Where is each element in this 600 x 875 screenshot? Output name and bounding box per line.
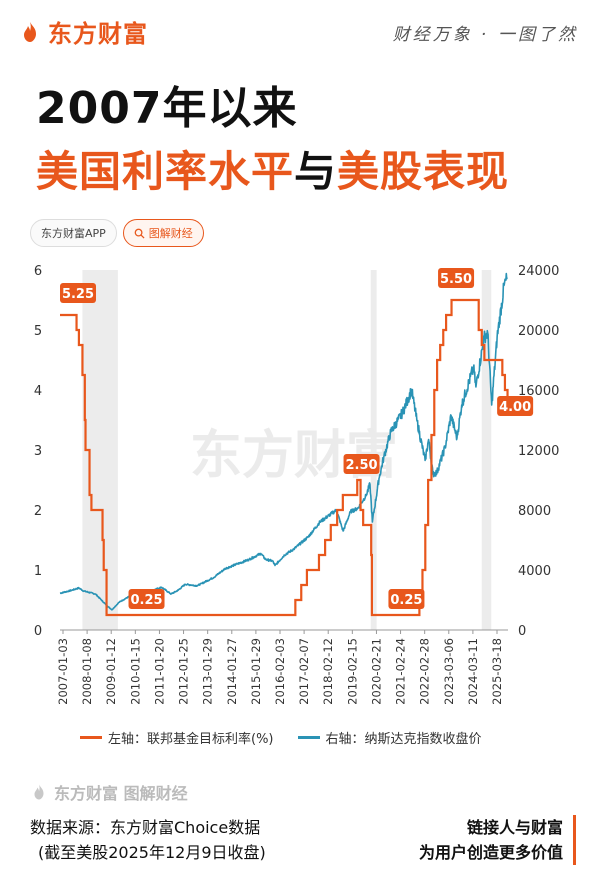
y-right-tick: 24000	[518, 264, 559, 279]
brand-logo: 东方财富	[18, 14, 148, 49]
y-right-tick: 20000	[518, 324, 559, 339]
title-line1: 2007年以来	[36, 83, 298, 134]
x-tick-label: 2025-03-18	[490, 638, 504, 705]
x-tick-label: 2009-01-12	[104, 638, 118, 705]
title-part1: 美国利率水平	[36, 147, 295, 196]
flame-icon	[34, 784, 44, 800]
x-tick-label: 2016-02-03	[273, 638, 287, 705]
x-tick-label: 2019-02-15	[345, 638, 359, 705]
x-tick-label: 2022-02-28	[418, 638, 432, 705]
y-left-tick: 2	[34, 504, 42, 519]
annotation-box	[343, 454, 380, 474]
rate-line	[60, 298, 509, 617]
x-tick-label: 2012-01-25	[177, 638, 191, 705]
y-left-tick: 4	[34, 384, 42, 399]
annotation-box	[60, 283, 96, 303]
source-line1: 数据来源：东方财富Choice数据	[30, 818, 261, 837]
annotation-label: 0.25	[390, 593, 422, 608]
tagline-line1: 链接人与财富	[466, 818, 563, 837]
slogan: 财经万象 · 一图了然	[392, 25, 578, 45]
search-chip[interactable]: 图解财经	[122, 219, 204, 247]
y-right-tick: 0	[518, 624, 526, 639]
annotation-label: 2.50	[346, 458, 378, 473]
x-tick-label: 2020-02-21	[369, 638, 383, 705]
legend-swatch-rate	[80, 736, 102, 739]
annotation-label: 4.00	[499, 400, 531, 415]
legend-item-nasdaq: 右轴：纳斯达克指数收盘价	[297, 728, 482, 747]
data-source: 数据来源：东方财富Choice数据 (截至美股2025年12月9日收盘)	[30, 815, 266, 865]
legend-swatch-nasdaq	[297, 736, 320, 739]
x-tick-label: 2008-01-08	[80, 638, 94, 705]
y-right-tick: 4000	[518, 564, 551, 579]
legend-label-nasdaq: 右轴：纳斯达克指数收盘价	[325, 732, 482, 747]
annotation-label: 5.25	[62, 287, 94, 302]
x-tick-label: 2010-01-15	[128, 638, 142, 705]
x-tick-label: 2023-03-06	[442, 638, 456, 705]
y-left-tick: 3	[34, 444, 42, 459]
tagline-line2: 为用户创造更多价值	[418, 843, 563, 862]
x-tick-label: 2007-01-03	[56, 638, 70, 705]
brand-name: 东方财富	[48, 20, 148, 48]
x-tick-label: 2014-01-27	[225, 638, 239, 705]
legend-item-rate: 左轴：联邦基金目标利率(%)	[80, 728, 274, 747]
y-right-tick: 12000	[518, 444, 559, 459]
shade-band-2	[481, 270, 492, 630]
y-right-tick: 16000	[518, 384, 559, 399]
search-chip-label: 图解财经	[148, 227, 193, 240]
annotation-box	[438, 268, 475, 288]
tagline: 链接人与财富 为用户创造更多价值	[419, 815, 576, 865]
title-line2: 美国利率水平与美股表现	[36, 138, 509, 199]
x-tick-label: 2011-01-20	[152, 638, 166, 705]
y-left-tick: 1	[34, 564, 42, 579]
annotation-box	[128, 589, 165, 609]
y-right-tick: 8000	[518, 504, 551, 519]
title-part2: 与	[294, 147, 338, 196]
chip-row: 东方财富APP 图解财经	[30, 219, 204, 247]
footer-logo: 东方财富 图解财经	[30, 780, 188, 804]
chart-legend: 左轴：联邦基金目标利率(%) 右轴：纳斯达克指数收盘价	[80, 728, 482, 747]
annotation-label: 5.50	[440, 272, 472, 287]
search-icon	[134, 228, 145, 239]
x-tick-label: 2015-01-29	[249, 638, 263, 705]
flame-icon	[24, 21, 36, 42]
x-tick-label: 2021-02-24	[394, 638, 408, 705]
y-left-tick: 6	[34, 264, 42, 279]
app-chip[interactable]: 东方财富APP	[30, 219, 117, 247]
x-tick-label: 2017-02-07	[297, 638, 311, 705]
rate-nasdaq-chart: 东方财富012345604000800012000160002000024000…	[34, 264, 560, 705]
y-left-tick: 5	[34, 324, 42, 339]
y-left-tick: 0	[34, 624, 42, 639]
source-line2: (截至美股2025年12月9日收盘)	[38, 843, 266, 862]
annotation-label: 0.25	[130, 593, 162, 608]
footer-logo-text: 东方财富 图解财经	[54, 784, 188, 803]
annotation-box	[497, 396, 534, 416]
x-tick-label: 2013-01-29	[201, 638, 215, 705]
title-part3: 美股表现	[337, 147, 510, 196]
x-tick-label: 2024-03-11	[466, 638, 480, 705]
x-tick-label: 2018-02-12	[321, 638, 335, 705]
annotation-box	[388, 589, 425, 609]
legend-label-rate: 左轴：联邦基金目标利率(%)	[108, 732, 274, 747]
shade-band-1	[370, 270, 377, 630]
